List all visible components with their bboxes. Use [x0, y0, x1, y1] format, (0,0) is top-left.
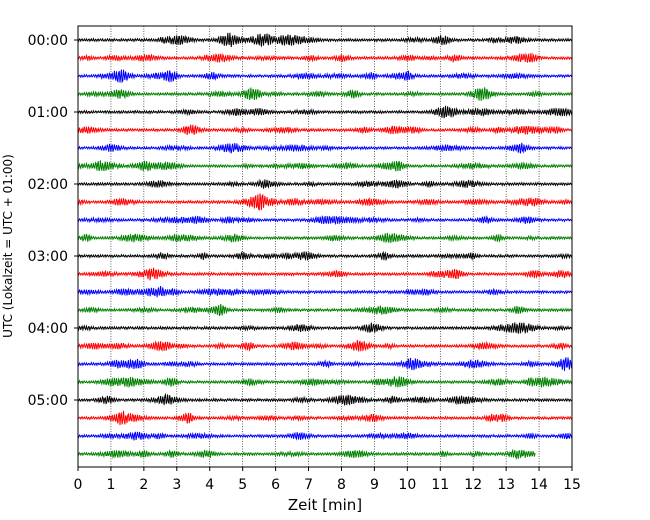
x-tick-label: 3 [172, 477, 181, 493]
x-tick-label: 10 [398, 477, 416, 493]
x-tick-label: 8 [337, 477, 346, 493]
seismic-traces [77, 32, 572, 461]
x-tick-label: 15 [563, 477, 581, 493]
x-tick-label: 13 [497, 477, 515, 493]
y-tick-label: 03:00 [28, 249, 68, 265]
trace-row [77, 142, 572, 154]
trace-row [77, 87, 572, 101]
trace-row [77, 410, 572, 426]
trace-row [77, 160, 572, 173]
x-tick-label: 1 [106, 477, 115, 493]
trace-row [77, 178, 572, 190]
x-axis-ticks: 0 1 2 3 4 5 6 7 8 9 10 11 12 13 14 15 [74, 467, 581, 493]
y-tick-label: 02:00 [28, 177, 68, 193]
trace-row [77, 286, 572, 298]
trace-row [77, 376, 572, 389]
y-tick-label: 04:00 [28, 321, 68, 337]
x-tick-label: 5 [238, 477, 247, 493]
y-axis-ticks: 00:00 01:00 02:00 03:00 04:00 05:00 [28, 33, 78, 409]
trace-row [77, 52, 572, 64]
trace-row [77, 322, 572, 334]
trace-row [77, 267, 572, 281]
trace-row [77, 232, 572, 244]
trace-row [77, 250, 572, 262]
plot-frame [77, 25, 573, 468]
y-axis-label: UTC (Lokalzeit = UTC + 01:00) [1, 154, 15, 338]
x-tick-label: 4 [205, 477, 214, 493]
x-tick-label: 12 [464, 477, 482, 493]
trace-row [77, 431, 572, 441]
trace-row [77, 69, 572, 84]
trace-row [77, 105, 572, 119]
x-tick-label: 14 [530, 477, 548, 493]
x-axis-label: Zeit [min] [288, 496, 362, 514]
trace-row [77, 32, 572, 47]
trace-row [77, 392, 572, 406]
x-tick-label: 9 [370, 477, 379, 493]
y-tick-label: 00:00 [28, 33, 68, 49]
trace-row [77, 448, 536, 461]
trace-row [77, 193, 572, 211]
trace-row [77, 124, 572, 136]
y-tick-label: 05:00 [28, 393, 68, 409]
trace-row [77, 215, 572, 226]
x-tick-label: 6 [271, 477, 280, 493]
x-tick-label: 0 [74, 477, 83, 493]
y-tick-label: 01:00 [28, 105, 68, 121]
trace-row [77, 340, 572, 352]
x-tick-label: 2 [139, 477, 148, 493]
x-tick-label: 7 [304, 477, 313, 493]
trace-row [77, 357, 572, 371]
trace-row [77, 303, 572, 317]
x-tick-label: 11 [431, 477, 449, 493]
vertical-gridlines [110, 26, 540, 467]
